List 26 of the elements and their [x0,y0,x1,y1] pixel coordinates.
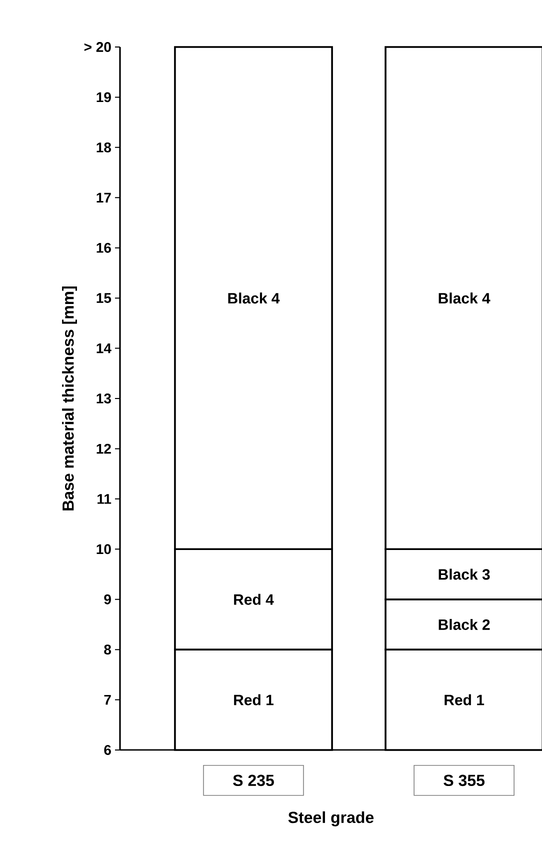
y-tick-label: 13 [96,394,111,404]
data-label: Black 4 [228,292,280,304]
y-axis-title: Base material thickness [mm] [62,286,77,510]
y-tick-label: 6 [104,745,111,755]
data-label: Red 1 [234,694,274,706]
y-tick-label: > 20 [84,42,111,52]
y-tick-label: 9 [104,594,111,604]
x-axis-title: Steel grade [288,811,374,826]
y-tick-label: 19 [96,92,111,102]
data-label: Black 4 [438,292,490,304]
y-tick-label: 15 [96,293,112,303]
y-tick-label: 18 [96,142,112,152]
y-tick-label: 10 [96,544,111,554]
y-tick-label: 14 [96,343,112,354]
y-tick-label: 7 [104,694,111,705]
data-label: Black 2 [438,618,490,630]
data-label: Red 1 [444,694,484,706]
x-tick-label: S 355 [444,774,485,786]
y-tick-label: 12 [96,444,111,454]
y-tick-label: 8 [104,644,112,655]
data-label: Black 3 [438,568,490,580]
y-tick-label: 17 [96,192,111,202]
data-label: Red 4 [234,594,274,605]
y-tick-label: 11 [98,494,112,504]
y-tick-label: 16 [96,242,111,253]
x-tick-label: S 235 [233,774,274,786]
